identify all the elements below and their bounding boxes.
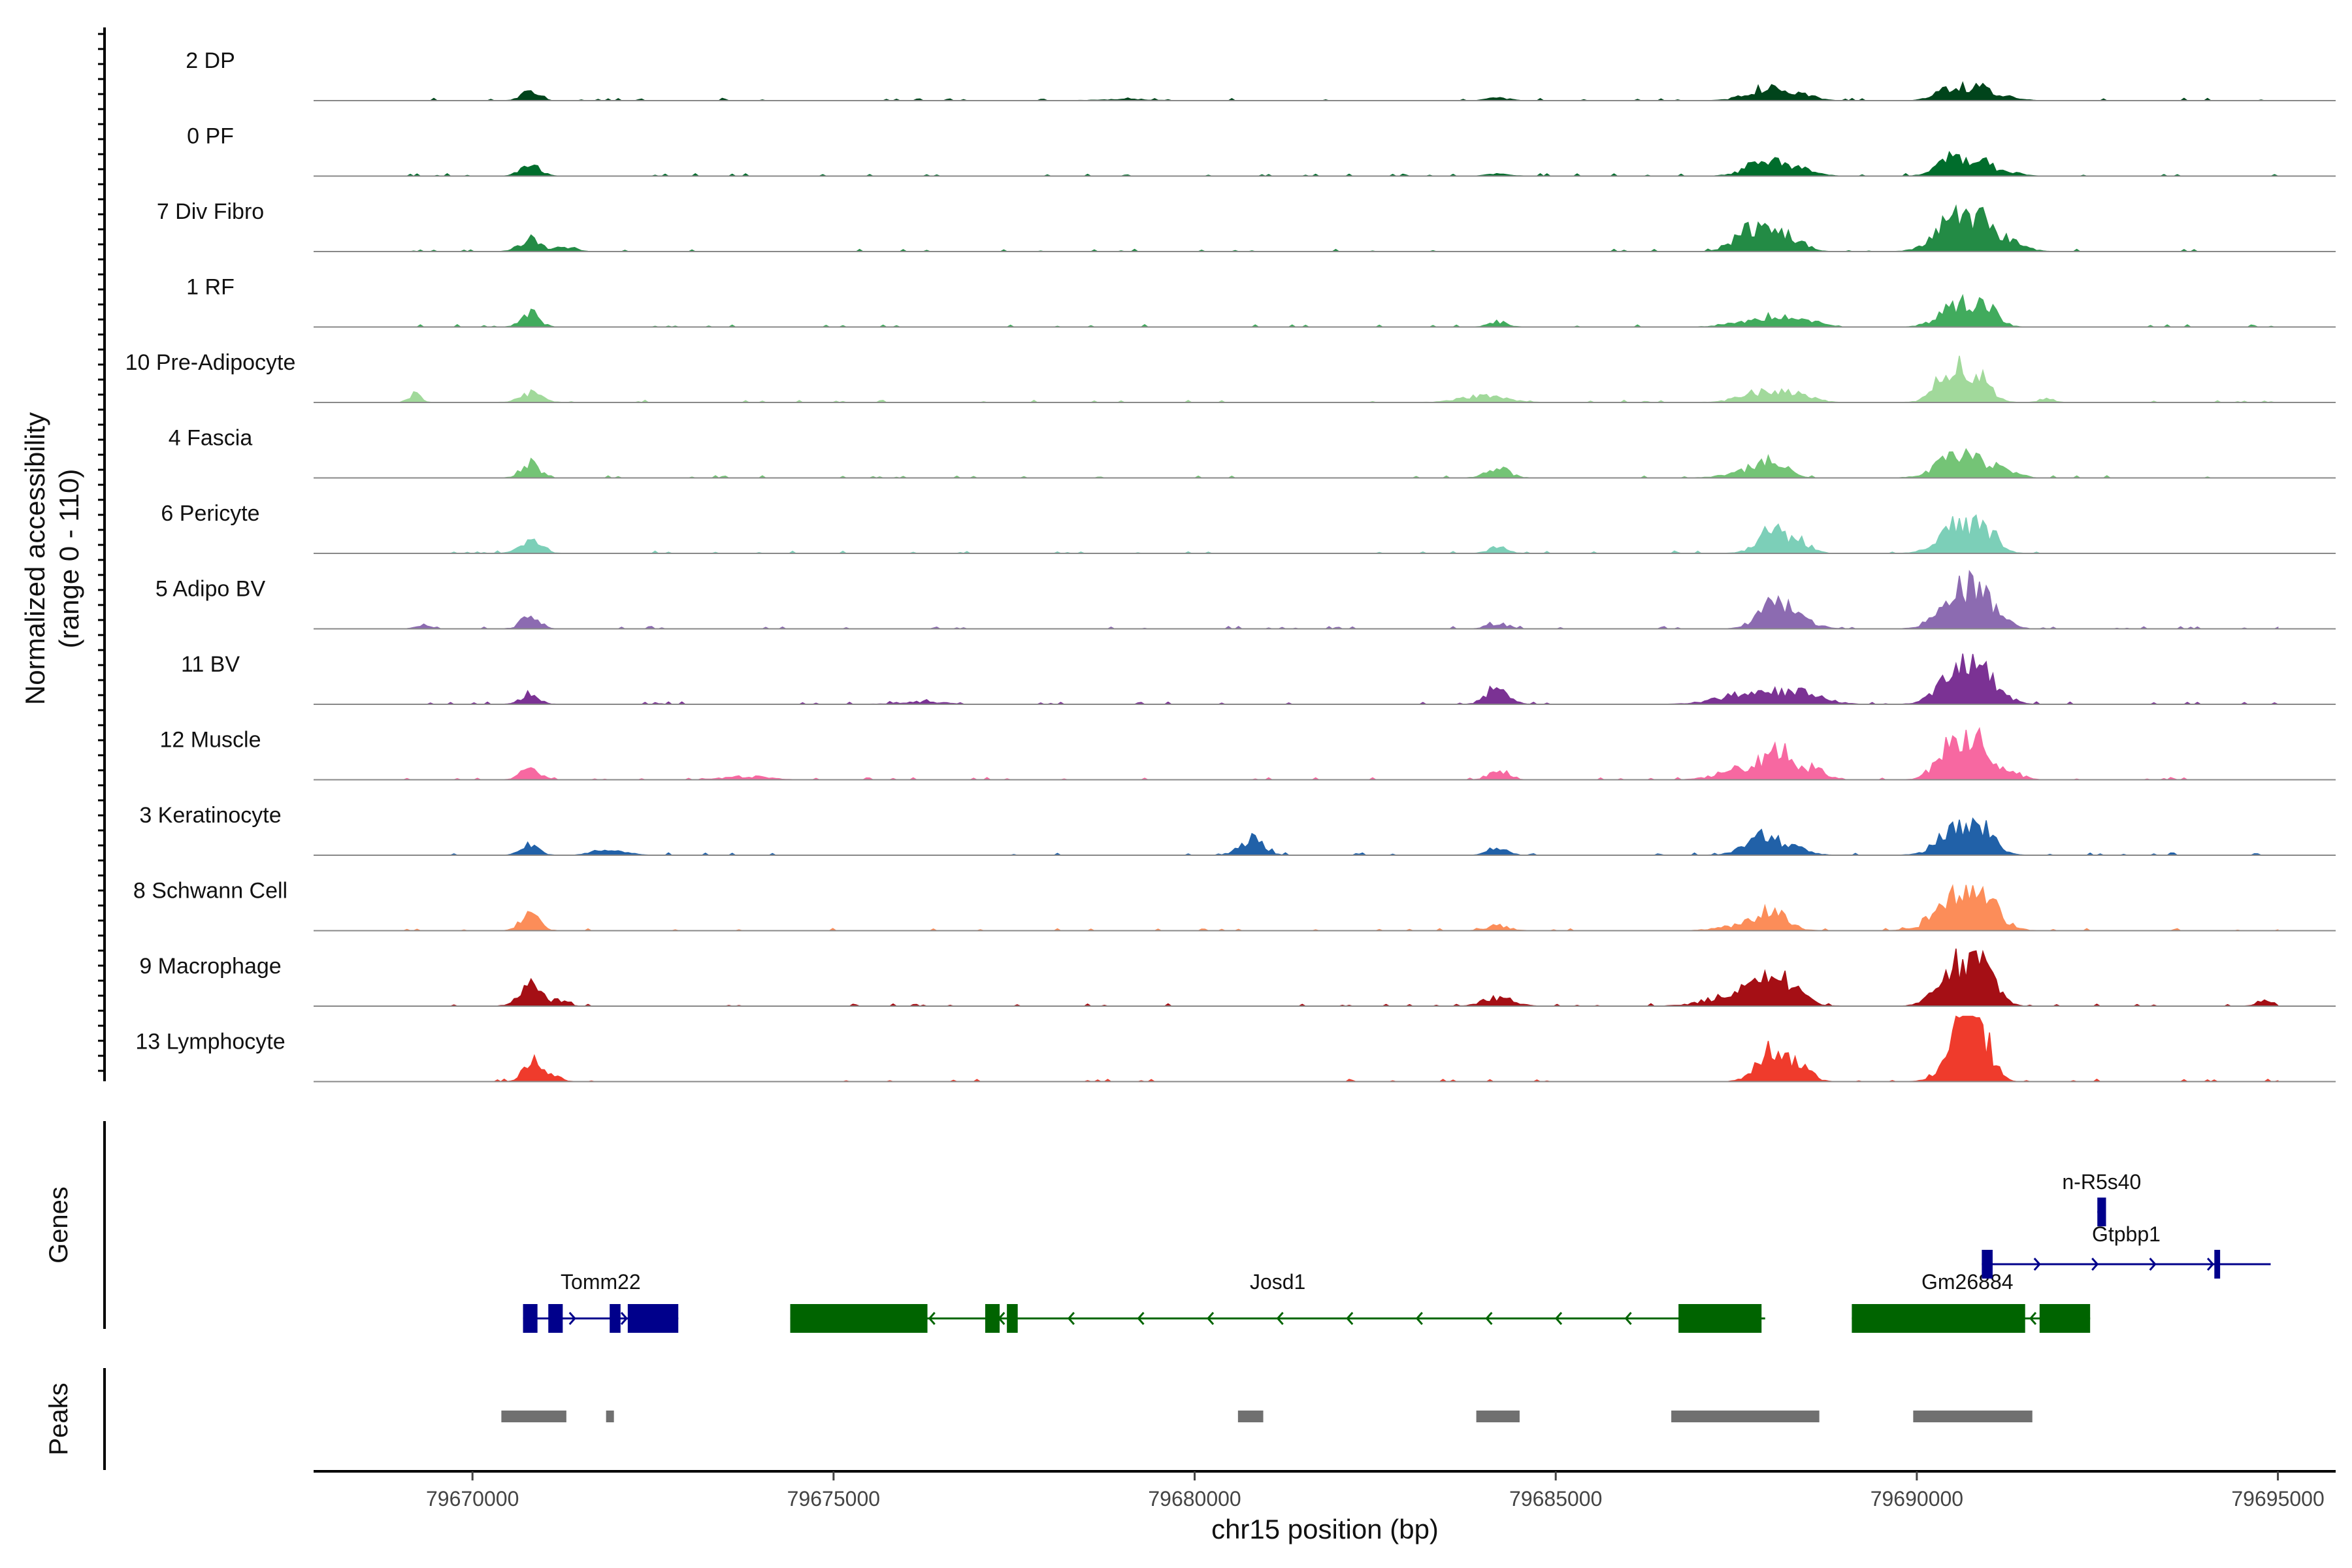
peaks-panel: Peaks [44,1368,2033,1470]
gene-n-r5s40: n-R5s40 [2062,1170,2141,1226]
peak-region [606,1411,614,1422]
strand-arrow [1554,1312,1563,1325]
gene-exon [2039,1304,2091,1333]
track-3-keratinocyte: 3 Keratinocyte [139,803,2336,856]
gene-gm26884: Gm26884 [1852,1270,2091,1333]
gene-label: Gm26884 [1921,1270,2014,1294]
gene-exon [610,1304,621,1333]
y-axis-range: (range 0 - 110) [54,469,84,649]
track-8-schwann-cell: 8 Schwann Cell [133,879,2336,932]
peak-region [501,1411,566,1422]
track-0-pf: 0 PF [187,124,2336,177]
x-tick-label: 79685000 [1509,1487,1602,1511]
track-2-dp: 2 DP [186,48,2336,101]
strand-arrow [1137,1312,1145,1325]
strand-arrow [620,1312,628,1325]
gene-gtpbp1: Gtpbp1 [1982,1222,2271,1279]
gene-exon [790,1304,928,1333]
track-5-adipo-bv: 5 Adipo BV [155,570,2336,630]
gene-tomm22: Tomm22 [523,1270,679,1333]
track-label: 2 DP [186,48,235,73]
y-axis [98,27,106,1081]
track-10-pre-adipocyte: 10 Pre-Adipocyte [125,350,2336,403]
x-tick-label: 79690000 [1870,1487,1963,1511]
strand-arrow [1415,1312,1423,1325]
track-6-pericyte: 6 Pericyte [161,501,2336,554]
gene-exon [627,1304,679,1333]
track-label: 4 Fascia [169,426,253,451]
track-label: 8 Schwann Cell [133,879,287,904]
track-label: 6 Pericyte [161,501,259,526]
track-label: 10 Pre-Adipocyte [125,350,296,375]
gene-exon [985,1304,1000,1333]
gene-exon [2214,1250,2221,1279]
x-axis-ticks: 79670000 79675000 79680000 79685000 79690000… [426,1471,2325,1511]
x-axis: 79670000 79675000 79680000 79685000 79690000… [314,1470,2336,1511]
track-label: 9 Macrophage [139,954,281,979]
strand-arrow [1485,1312,1493,1325]
strand-arrow [2091,1258,2099,1271]
strand-arrow [928,1312,936,1325]
strand-arrow [1346,1312,1354,1325]
track-1-rf: 1 RF [186,275,2336,328]
gene-exon [1982,1250,1993,1279]
track-11-bv: 11 BV [181,652,2336,705]
strand-arrow [2149,1258,2157,1271]
peak-region [1913,1411,2033,1422]
strand-arrow [2029,1312,2037,1325]
strand-arrow [2206,1258,2215,1271]
strand-arrow [1624,1312,1632,1325]
track-7-div-fibro: 7 Div Fibro [157,199,2336,252]
track-13-lymphocyte: 13 Lymphocyte [135,1015,2336,1083]
gene-label: Josd1 [1250,1270,1305,1294]
gene-exon [1678,1304,1762,1333]
track-label: 12 Muscle [160,728,261,753]
peaks-panel-label: Peaks [44,1382,73,1455]
track-label: 0 PF [187,124,234,149]
gene-exon [2097,1198,2106,1226]
track-label: 5 Adipo BV [155,577,266,602]
x-tick-label: 79670000 [426,1487,519,1511]
gene-exon [1007,1304,1018,1333]
gene-exon [548,1304,563,1333]
track-label: 13 Lymphocyte [135,1030,285,1054]
peak-region [1671,1411,1820,1422]
peak-region [1237,1411,1264,1422]
gene-josd1: Josd1 [790,1270,1765,1333]
track-9-macrophage: 9 Macrophage [139,948,2336,1007]
track-4-fascia: 4 Fascia [169,426,2336,479]
coverage-tracks: 2 DP 0 PF 7 Div Fibro 1 RF 10 Pre-Adipocyte 4… [125,48,2336,1083]
strand-arrow [1067,1312,1075,1325]
strand-arrow [2033,1258,2041,1271]
peak-bars [501,1411,2033,1422]
gene-exon [523,1304,538,1333]
y-axis-title: Normalized accessibility [20,412,50,705]
gene-label: n-R5s40 [2062,1170,2141,1194]
x-tick-label: 79680000 [1148,1487,1241,1511]
track-12-muscle: 12 Muscle [160,727,2336,781]
track-label: 1 RF [186,275,235,300]
x-axis-title: chr15 position (bp) [1211,1514,1439,1544]
strand-arrow [1207,1312,1215,1325]
track-label: 7 Div Fibro [157,199,264,224]
genes-panel-label: Genes [44,1186,73,1264]
peak-region [1476,1411,1520,1422]
track-label: 3 Keratinocyte [139,803,281,828]
x-tick-label: 79675000 [787,1487,880,1511]
gene-label: Tomm22 [561,1270,641,1294]
strand-arrow [568,1312,576,1325]
x-tick-label: 79695000 [2231,1487,2324,1511]
strand-arrow [1276,1312,1284,1325]
track-label: 11 BV [181,652,240,677]
gene-exon [1852,1304,2025,1333]
